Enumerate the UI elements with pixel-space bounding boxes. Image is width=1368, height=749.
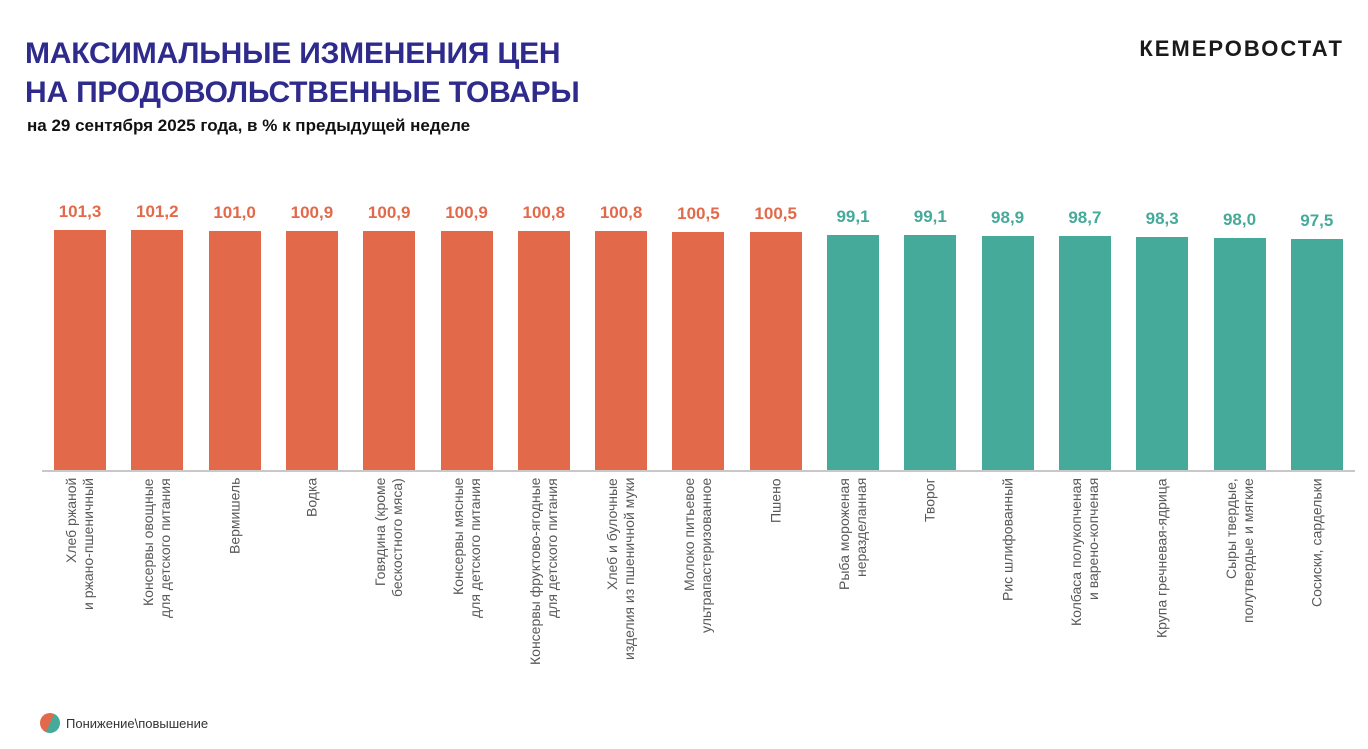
subtitle: на 29 сентября 2025 года, в % к предыдущ…: [27, 116, 471, 135]
bar: [672, 231, 725, 470]
category-label: Консервы овощные для детского питания: [140, 478, 174, 618]
data-label: 100,5: [677, 203, 720, 223]
bar: [1136, 237, 1189, 470]
category-label: Рис шлифованный: [999, 478, 1016, 601]
category-label: Пшено: [767, 478, 784, 523]
data-label: 101,2: [136, 202, 179, 222]
legend: Понижение\повышение: [40, 713, 208, 733]
page-title: МАКСИМАЛЬНЫЕ ИЗМЕНЕНИЯ ЦЕН НА ПРОДОВОЛЬС…: [25, 34, 580, 112]
data-label: 101,3: [58, 202, 102, 221]
category-label: Молоко питьевое ультрапастеризованное: [681, 478, 715, 634]
bar: [904, 235, 957, 470]
legend-label: Понижение\повышение: [66, 715, 209, 731]
data-label: 97,5: [1300, 211, 1334, 230]
category-label: Консервы фруктово-ягодные для детского п…: [526, 478, 560, 666]
category-label: Рыба мороженая неразделанная: [836, 478, 869, 590]
data-label: 98,9: [991, 207, 1025, 227]
bar: [208, 230, 261, 470]
data-label: 98,0: [1222, 209, 1257, 229]
data-label: 99,1: [913, 207, 947, 227]
category-label: Сосиски, сардельки: [1308, 478, 1325, 607]
bar: [131, 230, 184, 470]
bar: [595, 231, 648, 470]
title-line-1: МАКСИМАЛЬНЫЕ ИЗМЕНЕНИЯ ЦЕН: [25, 37, 561, 70]
category-label: Колбаса полукопченая и варено-копченая: [1067, 478, 1101, 627]
category-label: Хлеб и булочные изделия из пшеничной мук…: [604, 478, 638, 661]
bar: [1290, 239, 1343, 470]
category-label: Крупа гречневая-ядрица: [1153, 478, 1170, 638]
data-label: 100,9: [445, 202, 488, 222]
x-axis-line: [42, 470, 1355, 472]
data-label: 100,9: [290, 202, 334, 222]
bar: [285, 230, 338, 470]
data-label: 98,3: [1145, 209, 1179, 229]
category-label: Говядина (кроме бескостного мяса): [372, 478, 406, 597]
data-label: 100,9: [367, 202, 411, 222]
category-label: Творог: [921, 478, 938, 522]
data-label: 100,8: [599, 203, 643, 223]
bar: [1058, 236, 1111, 470]
bar: [1213, 237, 1266, 470]
bar: [981, 235, 1034, 470]
category-label: Сыры твердые, полутвердые и мягкие: [1222, 478, 1256, 623]
data-label: 100,5: [754, 203, 797, 223]
bar: [363, 230, 416, 470]
logo: КЕМЕРОВОСТАТ: [1139, 36, 1344, 61]
bar: [440, 230, 493, 470]
bar: [54, 230, 106, 470]
category-label: Хлеб ржаной и ржано-пшеничный: [63, 478, 96, 610]
category-label: Вермишель: [226, 478, 243, 555]
data-label: 100,8: [522, 203, 566, 223]
bar: [517, 231, 570, 470]
data-label: 99,1: [836, 207, 870, 227]
bar: [827, 235, 879, 470]
title-line-2: НА ПРОДОВОЛЬСТВЕННЫЕ ТОВАРЫ: [25, 76, 580, 109]
bar: [749, 231, 802, 470]
legend-pie-icon: [40, 713, 60, 733]
category-label: Водка: [303, 478, 320, 518]
category-label: Консервы мясные для детского питания: [449, 478, 483, 618]
data-label: 98,7: [1068, 208, 1102, 228]
data-label: 101,0: [213, 202, 256, 222]
